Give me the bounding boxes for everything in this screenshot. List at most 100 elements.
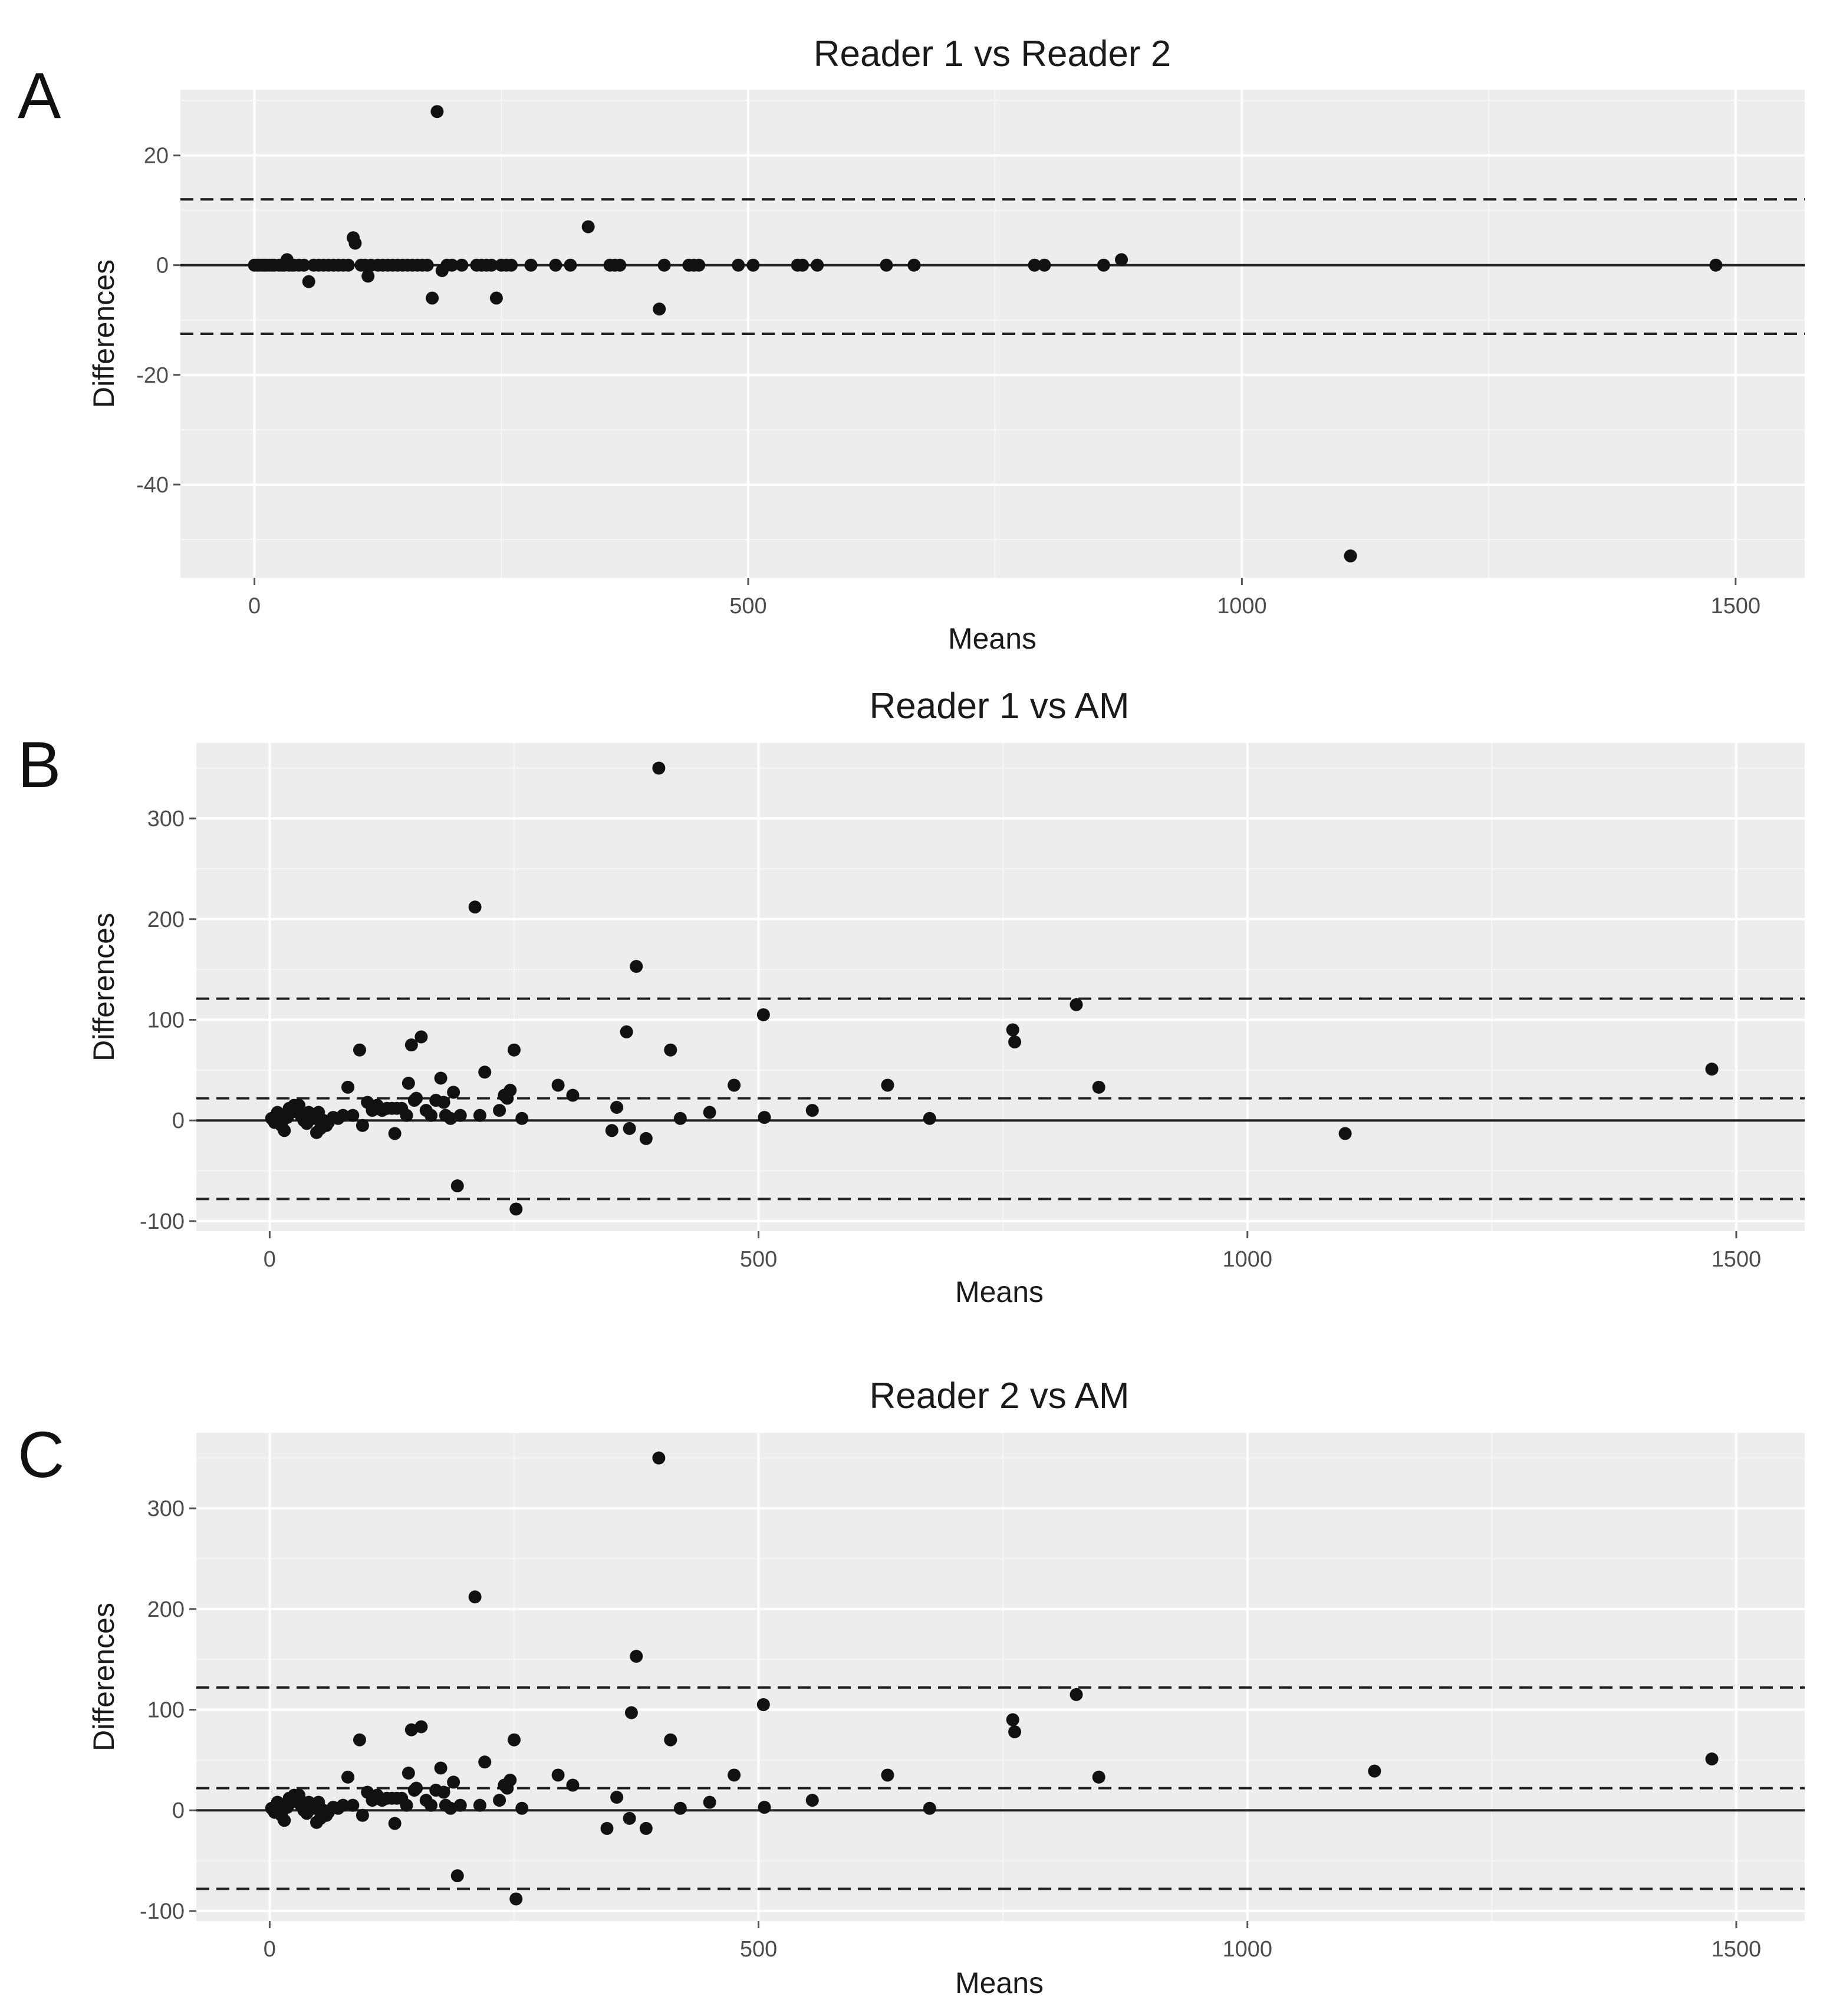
data-point xyxy=(507,1733,521,1747)
data-point xyxy=(504,1083,517,1097)
y-axis-label: Differences xyxy=(87,1603,120,1751)
data-point xyxy=(400,1798,413,1812)
data-point xyxy=(605,1124,618,1137)
y-tick-label: 0 xyxy=(172,1109,185,1133)
data-point xyxy=(610,1101,624,1114)
data-point xyxy=(410,1781,423,1795)
data-point xyxy=(353,1043,366,1057)
y-tick-label: 200 xyxy=(147,1597,185,1622)
data-point xyxy=(489,291,503,305)
data-point xyxy=(434,1761,447,1775)
data-point xyxy=(551,1078,565,1092)
data-point xyxy=(341,258,355,272)
data-point xyxy=(811,258,824,272)
data-point xyxy=(505,258,518,272)
data-point xyxy=(1006,1713,1019,1726)
panel-letter: A xyxy=(18,60,61,132)
data-point xyxy=(361,269,375,283)
y-tick-label: 0 xyxy=(172,1798,185,1823)
data-point xyxy=(430,105,444,119)
data-point xyxy=(1008,1725,1022,1739)
data-point xyxy=(610,1791,624,1804)
data-point xyxy=(336,1109,350,1122)
data-point xyxy=(478,1065,492,1079)
plot-area xyxy=(196,743,1805,1231)
data-point xyxy=(1368,1764,1381,1778)
x-tick-label: 0 xyxy=(248,594,261,619)
data-point xyxy=(923,1111,936,1125)
y-tick-label: -20 xyxy=(136,363,169,388)
data-point xyxy=(1092,1080,1105,1094)
data-point xyxy=(509,1892,523,1906)
data-point xyxy=(437,1096,450,1109)
data-point xyxy=(1028,258,1041,272)
data-point xyxy=(404,1038,418,1052)
panel-letter: C xyxy=(18,1419,64,1491)
data-point xyxy=(673,1801,687,1815)
data-point xyxy=(1115,253,1128,267)
data-point xyxy=(437,1785,450,1799)
data-point xyxy=(341,1770,355,1784)
data-point xyxy=(356,1119,369,1132)
data-point xyxy=(1038,258,1051,272)
data-point xyxy=(881,1078,894,1092)
data-point xyxy=(402,1077,415,1090)
data-point xyxy=(564,258,577,272)
x-tick-label: 0 xyxy=(264,1937,276,1962)
data-point xyxy=(473,1109,486,1122)
data-point xyxy=(447,1086,460,1099)
data-point xyxy=(639,1821,653,1835)
data-point xyxy=(746,258,760,272)
data-point xyxy=(356,1808,369,1822)
data-point xyxy=(414,1030,428,1044)
data-point xyxy=(613,258,627,272)
data-point xyxy=(728,1078,741,1092)
data-point xyxy=(639,1132,653,1145)
data-point xyxy=(450,1869,464,1883)
y-axis-label: Differences xyxy=(87,913,120,1061)
data-point xyxy=(468,900,482,914)
data-point xyxy=(1344,549,1357,563)
data-point xyxy=(478,1755,492,1769)
data-point xyxy=(1008,1035,1022,1049)
y-axis-ticks: 300 200 100 0 -100 xyxy=(140,807,196,1234)
panel-letter: B xyxy=(18,729,61,801)
y-axis-ticks: 20 0 -20 -40 xyxy=(136,144,180,498)
x-axis-ticks: 0 500 1000 1500 xyxy=(264,1921,1761,1962)
data-point xyxy=(657,258,671,272)
y-axis-ticks: 300 200 100 0 -100 xyxy=(140,1497,196,1924)
data-point xyxy=(796,258,810,272)
x-tick-label: 1000 xyxy=(1222,1247,1272,1272)
data-point xyxy=(549,258,562,272)
data-point xyxy=(1097,258,1110,272)
data-point xyxy=(630,960,643,974)
x-tick-label: 500 xyxy=(740,1247,777,1272)
data-point xyxy=(1070,1688,1083,1701)
data-point xyxy=(341,1080,355,1094)
chart-title: Reader 1 vs AM xyxy=(869,686,1129,726)
plot-area xyxy=(196,1433,1805,1921)
data-point xyxy=(630,1650,643,1663)
data-point xyxy=(447,1775,460,1789)
data-point xyxy=(297,258,311,272)
data-point xyxy=(404,1723,418,1737)
data-point xyxy=(444,1801,458,1815)
y-tick-label: 200 xyxy=(147,907,185,932)
data-point xyxy=(515,1801,529,1815)
data-point xyxy=(1705,1063,1719,1076)
data-point xyxy=(1070,998,1083,1011)
data-point xyxy=(703,1795,716,1809)
data-point xyxy=(566,1088,580,1102)
data-point xyxy=(346,1798,360,1812)
x-tick-label: 500 xyxy=(729,594,766,619)
x-tick-label: 1000 xyxy=(1217,594,1267,619)
data-point xyxy=(758,1111,771,1124)
data-point xyxy=(353,1733,366,1747)
data-point xyxy=(728,1768,741,1782)
data-point xyxy=(880,258,893,272)
y-tick-label: -40 xyxy=(136,473,169,498)
x-axis-label: Means xyxy=(955,1275,1044,1308)
x-axis-label: Means xyxy=(955,1966,1044,1999)
data-point xyxy=(756,1008,770,1021)
y-tick-label: -100 xyxy=(140,1899,185,1924)
